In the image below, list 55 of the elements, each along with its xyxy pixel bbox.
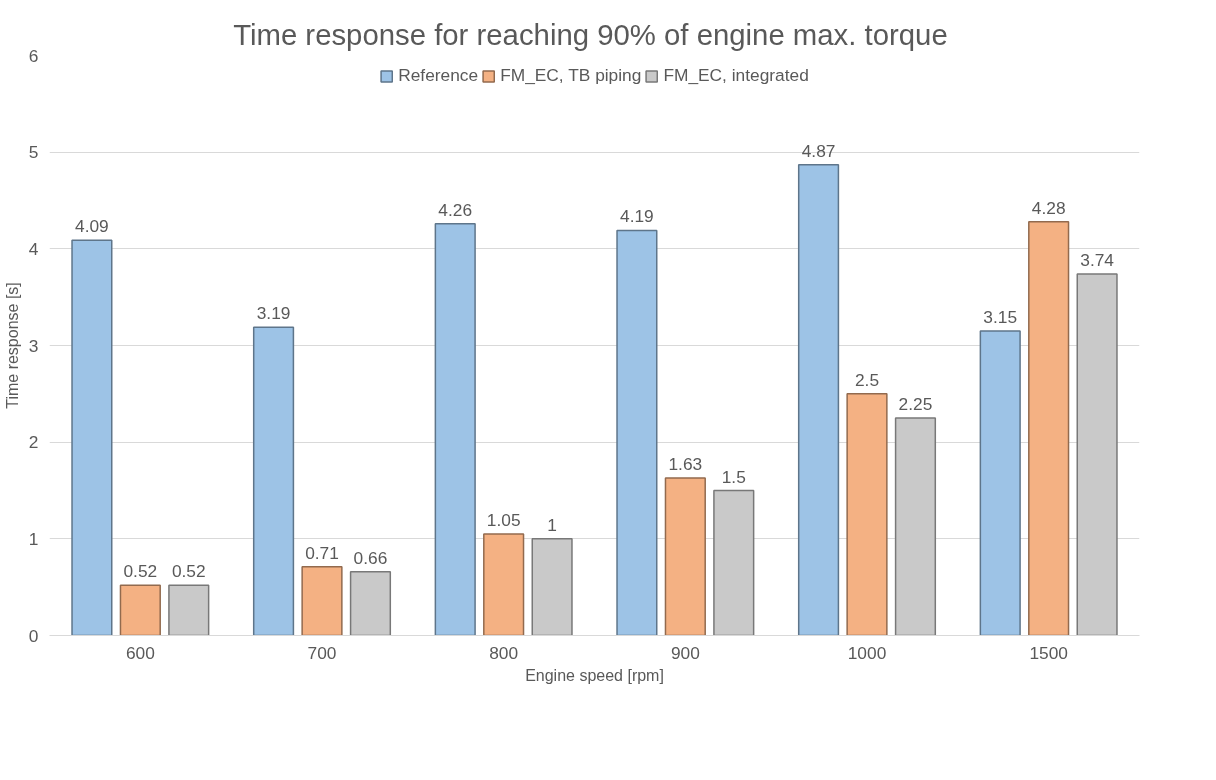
chart-title: Time response for reaching 90% of engine max. torque [233,17,948,51]
x-tick-label: 900 [670,642,700,663]
bar [531,538,573,636]
y-tick-label: 3 [28,335,39,356]
bar [979,330,1021,636]
legend-label: Reference [398,65,479,86]
data-label: 4.09 [75,216,109,237]
y-tick-label: 1 [28,528,39,549]
legend-label: FM_EC, integrated [663,65,809,86]
bar [1076,273,1118,636]
y-tick-label: 6 [28,45,39,66]
data-label: 0.52 [171,561,206,582]
x-tick-label: 1000 [847,642,887,663]
bar [119,584,161,636]
bar [616,229,658,636]
y-tick-label: 4 [28,238,39,259]
bar [252,326,295,636]
data-label: 2.5 [854,369,880,390]
x-axis-title: Engine speed [rpm] [525,666,664,684]
x-tick-label: 600 [125,642,155,663]
bar [894,417,937,636]
bar [1028,221,1070,636]
bar [797,163,840,636]
bar [664,477,706,636]
legend-label: FM_EC, TB piping [500,65,642,86]
y-tick-label: 2 [28,432,39,453]
bar [434,222,476,636]
data-label: 4.26 [438,199,473,220]
bar [349,570,392,636]
x-tick-label: 800 [489,642,519,663]
data-label: 1.05 [486,510,521,530]
bar [168,584,210,636]
y-tick-label: 5 [28,142,39,163]
x-tick-label: 1500 [1029,642,1068,663]
data-label: 2.25 [898,394,933,414]
x-tick-label: 700 [307,642,337,663]
data-label: 1.5 [721,466,746,487]
data-label: 4.19 [620,206,654,227]
data-label: 0.71 [305,542,339,563]
bar [301,566,343,636]
data-label: 3.74 [1080,249,1115,270]
data-label: 3.19 [256,303,291,324]
bar [846,393,888,636]
y-axis-title: Time response [s] [3,282,21,409]
data-label: 1.63 [668,453,703,474]
bar [483,533,525,636]
bar [71,239,113,636]
data-label: 4.87 [801,140,836,161]
data-label: 1 [547,514,557,535]
data-label: 0.66 [353,547,388,568]
y-tick-label: 0 [28,625,39,646]
data-label: 3.15 [983,307,1018,327]
data-label: 4.28 [1031,197,1066,218]
data-label: 0.52 [123,561,158,582]
bar [713,489,755,636]
